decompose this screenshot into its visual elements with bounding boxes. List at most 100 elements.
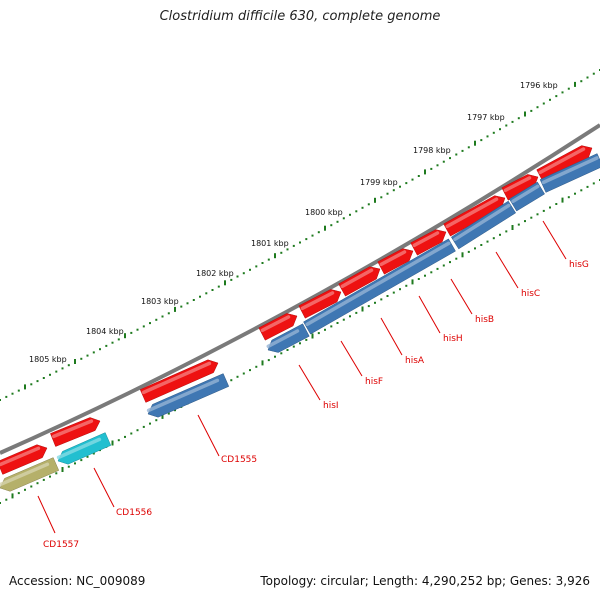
inner-tick	[267, 359, 270, 362]
gene-arrow-reverse	[146, 373, 230, 418]
outer-tick	[105, 344, 108, 347]
inner-tick	[0, 502, 1, 504]
inner-tick	[517, 223, 520, 226]
outer-tick	[292, 244, 295, 247]
gene-arrows	[0, 145, 600, 492]
gene-arrow-forward	[377, 248, 414, 275]
outer-tick	[30, 383, 33, 386]
gene-label: CD1555	[221, 455, 257, 465]
inner-tick	[455, 257, 458, 260]
outer-tick	[174, 306, 176, 312]
inner-tick	[405, 284, 408, 287]
gene-arrow-reverse	[266, 323, 310, 353]
outer-tick	[199, 295, 201, 298]
outer-tick	[386, 192, 389, 195]
outer-tick	[205, 292, 208, 295]
outer-tick	[217, 285, 220, 288]
outer-tick	[411, 178, 414, 181]
gene-label: hisH	[443, 334, 463, 344]
inner-tick	[392, 291, 395, 294]
inner-tick	[5, 498, 8, 501]
gene-arrow-forward	[258, 313, 298, 341]
gene-arrow-forward	[50, 417, 101, 447]
outer-tick	[49, 373, 51, 376]
inner-tick	[236, 375, 239, 378]
map-title: Clostridium difficile 630, complete geno…	[159, 9, 441, 24]
gene-arrow-cyan	[56, 432, 112, 465]
outer-tick	[130, 331, 133, 334]
outer-tick	[61, 367, 64, 370]
outer-tick	[136, 328, 139, 331]
gene-arrow-forward	[501, 174, 539, 201]
outer-tick	[124, 333, 126, 339]
outer-tick	[211, 289, 214, 291]
genome-backbone	[0, 123, 600, 455]
outer-tick	[492, 131, 495, 134]
inner-tick	[124, 435, 126, 438]
inner-tick	[461, 252, 464, 258]
outer-tick	[486, 135, 489, 138]
inner-tick	[36, 482, 39, 485]
outer-tick	[399, 185, 401, 188]
outer-tick	[424, 169, 426, 175]
gene-label: hisC	[521, 289, 540, 299]
inner-tick	[330, 325, 333, 328]
inner-tick	[530, 216, 533, 219]
outer-tick	[567, 87, 570, 90]
outer-tick	[17, 389, 20, 392]
inner-tick	[336, 322, 339, 324]
inner-tick	[230, 379, 233, 382]
outer-tick	[499, 128, 501, 131]
outer-tick	[224, 280, 226, 286]
outer-tick	[436, 164, 439, 167]
inner-tick	[486, 240, 489, 243]
outer-tick	[236, 275, 239, 278]
outer-tick	[355, 210, 358, 213]
inner-tick	[474, 247, 476, 250]
outer-tick	[511, 120, 514, 123]
outer-tick	[317, 231, 320, 234]
inner-tick	[167, 412, 170, 415]
outer-tick	[111, 341, 114, 344]
gene-label: hisG	[569, 260, 589, 270]
inner-tick	[242, 372, 245, 375]
inner-tick	[86, 455, 89, 458]
inner-tick	[580, 189, 583, 192]
outer-tick	[286, 248, 289, 251]
outer-tick	[330, 224, 333, 227]
outer-tick	[555, 95, 558, 98]
outer-tick	[5, 395, 8, 398]
inner-tick	[367, 305, 370, 308]
outer-tick	[161, 315, 164, 318]
inner-tick	[111, 440, 114, 446]
inner-tick	[149, 422, 151, 425]
outer-tick	[586, 76, 589, 79]
outer-tick	[467, 146, 470, 149]
outer-tick	[255, 265, 258, 268]
inner-tick	[511, 225, 514, 230]
inner-tick	[411, 279, 414, 285]
gene-arrow-forward	[298, 289, 342, 319]
inner-tick	[317, 332, 320, 335]
outer-tick	[342, 217, 345, 220]
outer-tick-ring	[0, 69, 600, 401]
gene-arrow-reverse	[303, 238, 456, 335]
inner-tick	[561, 197, 564, 203]
outer-tick	[74, 359, 76, 364]
inner-tick	[524, 220, 526, 223]
genome-summary-text: Topology: circular; Length: 4,290,252 bp…	[260, 574, 590, 588]
inner-tick	[355, 311, 358, 314]
inner-tick	[555, 203, 558, 205]
kbp-label: 1799 kbp	[360, 178, 398, 187]
outer-tick	[417, 175, 420, 177]
gene-leader-line	[93, 467, 115, 508]
inner-tick	[292, 345, 295, 348]
outer-tick	[142, 325, 145, 328]
outer-tick	[11, 392, 14, 395]
inner-tick	[24, 488, 26, 491]
gene-leader-line	[37, 495, 56, 534]
inner-tick	[92, 452, 95, 455]
kbp-label-group: 1796 kbp 1797 kbp 1798 kbp 1799 kbp 1800 kbp…	[29, 81, 558, 364]
inner-tick	[430, 271, 433, 274]
gene-arrow-reverse	[539, 153, 600, 193]
